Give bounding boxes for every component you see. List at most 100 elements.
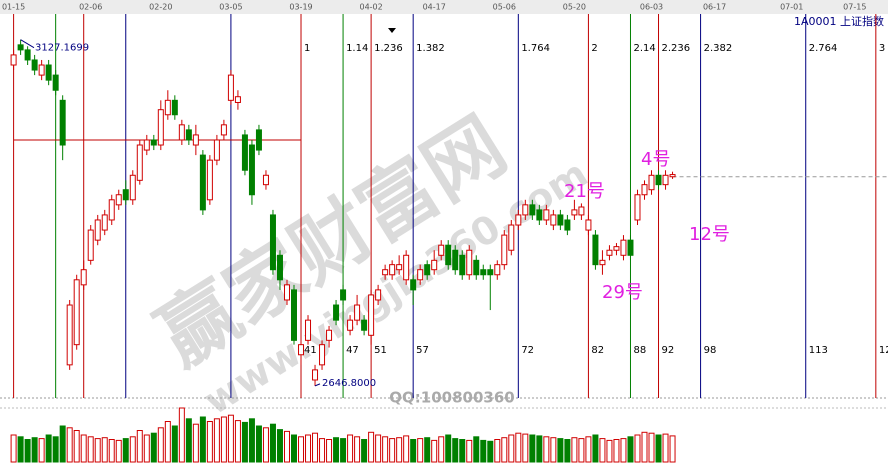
- candle-body: [291, 289, 297, 341]
- candle-body: [298, 344, 305, 356]
- volume-bar: [66, 427, 73, 463]
- volume-bar: [326, 439, 333, 463]
- candle-body: [459, 254, 466, 276]
- candle-body: [508, 224, 515, 251]
- candle-body: [522, 204, 529, 216]
- volume-bar: [382, 436, 389, 463]
- date-label: 06-17: [703, 3, 726, 12]
- candle-body: [410, 279, 417, 291]
- zone-ratio: 2.14: [633, 43, 655, 54]
- date-label: 01-15: [2, 3, 25, 12]
- candle-body: [52, 74, 59, 91]
- candle-body: [473, 259, 480, 276]
- volume-bar: [45, 434, 52, 463]
- candle-body: [501, 234, 508, 266]
- candle-body: [319, 344, 326, 366]
- volume-bar: [185, 418, 192, 463]
- zone-ratio: 1.236: [374, 43, 403, 54]
- candle-body: [655, 174, 662, 186]
- candle-body: [438, 244, 445, 256]
- candle-body: [199, 154, 206, 211]
- date-label: 06-03: [640, 3, 663, 12]
- zone-day: 88: [633, 345, 646, 356]
- candle-body: [213, 139, 220, 161]
- low-pointer: [314, 383, 321, 387]
- volume-bar: [178, 407, 185, 463]
- candle-body: [529, 204, 536, 216]
- candle-body: [466, 249, 473, 276]
- low-label: 2646.8000: [322, 378, 376, 389]
- volume-bar: [606, 439, 613, 463]
- volume-bar: [662, 433, 669, 463]
- candle-body: [634, 194, 641, 221]
- candle-body: [227, 74, 234, 101]
- candle-body: [115, 194, 122, 206]
- candle-body: [606, 249, 613, 256]
- candle-body: [592, 234, 599, 266]
- volume-bar: [627, 436, 634, 463]
- candle-body: [31, 59, 38, 71]
- candle-body: [73, 279, 80, 346]
- volume-bar: [669, 435, 676, 463]
- candle-body: [627, 239, 634, 256]
- symbol: 1A0001 上证指数: [794, 14, 884, 28]
- candle-body: [431, 259, 438, 271]
- candle-body: [648, 174, 655, 191]
- candle-body: [445, 244, 452, 266]
- volume-bar: [291, 434, 297, 463]
- annotation: 29号: [602, 282, 643, 303]
- volume-bar: [487, 440, 494, 463]
- volume-bar: [466, 439, 473, 463]
- volume-bar: [473, 436, 480, 463]
- volume-bar: [150, 432, 157, 463]
- zone-ratio: 2.236: [662, 43, 691, 54]
- candle-body: [157, 109, 164, 146]
- volume-bar: [578, 438, 585, 463]
- candle-body: [17, 44, 24, 51]
- volume-bar: [59, 425, 66, 463]
- candle-body: [396, 264, 403, 271]
- candle-body: [480, 269, 487, 276]
- volume-bar: [10, 434, 17, 463]
- zone-day: 47: [346, 345, 359, 356]
- volume-bar: [122, 438, 129, 463]
- volume-bar: [312, 432, 319, 463]
- volume-bar: [31, 437, 38, 463]
- candle-body: [536, 209, 543, 221]
- candle-body: [543, 209, 550, 221]
- candle-body: [220, 124, 227, 136]
- candle-body: [333, 304, 340, 321]
- zone-ratio: 2.764: [809, 43, 838, 54]
- zone-day: 113: [809, 345, 828, 356]
- volume-bar: [24, 439, 31, 463]
- volume-bar: [354, 436, 361, 463]
- candle-body: [403, 254, 410, 281]
- volume-bar: [620, 438, 627, 463]
- date-label: 05-20: [563, 3, 586, 12]
- volume-bar: [557, 438, 564, 463]
- volume-bar: [417, 438, 424, 463]
- candle-body: [241, 134, 248, 171]
- high-pointer: [20, 39, 35, 49]
- candle-body: [368, 294, 375, 336]
- volume-bar: [206, 421, 213, 463]
- candle-body: [557, 214, 564, 226]
- candle-body: [585, 219, 592, 231]
- volume-bar: [283, 430, 290, 463]
- volume-bar: [641, 431, 648, 463]
- volume-bar: [445, 434, 452, 463]
- volume-bar: [564, 439, 571, 463]
- volume-bar: [227, 414, 234, 463]
- volume-bar: [550, 437, 557, 463]
- volume-bar: [515, 432, 522, 463]
- zone-ratio: 2.382: [704, 43, 733, 54]
- volume-bar: [241, 421, 248, 463]
- candle-body: [662, 174, 669, 186]
- volume-bar: [192, 423, 199, 463]
- zone-day: 51: [374, 345, 387, 356]
- annotation: 12号: [689, 224, 730, 245]
- volume-bar: [80, 434, 87, 463]
- candle-body: [550, 214, 557, 226]
- candle-body: [669, 174, 676, 178]
